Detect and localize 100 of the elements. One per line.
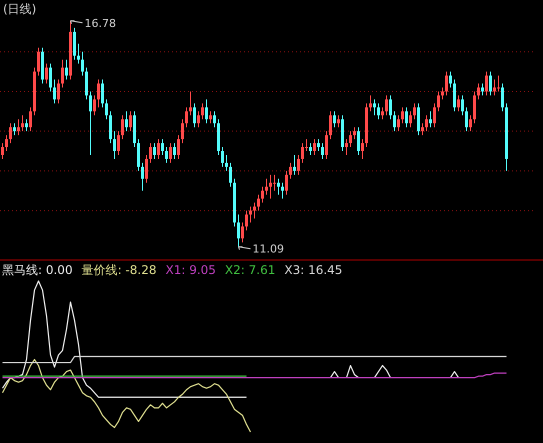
candlestick (437, 90, 440, 112)
candlestick (453, 79, 456, 112)
candlestick (325, 130, 328, 160)
text: 量价线: -8.28 (82, 263, 156, 277)
candlestick (297, 154, 300, 176)
annotation: 11.09 (252, 242, 284, 256)
candlestick (149, 142, 152, 164)
chart-title: (日线) (3, 2, 36, 16)
candlestick (257, 194, 260, 212)
candlestick (181, 118, 184, 144)
candlestick (37, 47, 40, 76)
candlestick (117, 130, 120, 156)
candlestick (9, 122, 12, 144)
candlestick (125, 110, 128, 132)
candlestick (141, 162, 144, 192)
candlestick (65, 59, 68, 80)
candlestick (281, 182, 284, 200)
candlestick (157, 138, 160, 160)
candlestick (497, 75, 500, 92)
candlestick (77, 43, 80, 64)
candlestick (225, 154, 228, 172)
candlestick (465, 106, 468, 132)
candlestick (45, 63, 48, 84)
candlestick (361, 138, 364, 160)
candlestick (261, 186, 264, 204)
candlestick (165, 146, 168, 164)
candlestick (185, 106, 188, 128)
candlestick (29, 106, 32, 132)
candlestick (5, 134, 8, 152)
candlestick (61, 59, 64, 88)
candlestick (333, 110, 336, 128)
candlestick (421, 122, 424, 136)
candlestick (313, 138, 316, 156)
candlestick (169, 142, 172, 164)
candlestick (245, 210, 248, 231)
candlestick (241, 222, 244, 243)
candlestick (353, 126, 356, 140)
candlestick (493, 79, 496, 96)
candlestick (205, 98, 208, 124)
candlestick (301, 142, 304, 164)
candlestick (285, 170, 288, 196)
text: X2: 7.61 (224, 263, 276, 277)
annotation: 16.78 (84, 16, 116, 30)
candlestick (213, 110, 216, 128)
candlestick (17, 118, 20, 136)
candlestick (489, 71, 492, 96)
candlestick (53, 79, 56, 104)
candlestick (97, 79, 100, 108)
candlestick (449, 71, 452, 88)
candlestick (177, 134, 180, 160)
candlestick (373, 98, 376, 116)
candlestick (445, 71, 448, 96)
candlestick (137, 138, 140, 172)
candlestick (197, 110, 200, 128)
candlestick (501, 83, 504, 112)
series-label: 黑马线: 0.00 (2, 263, 73, 277)
candlestick (329, 110, 332, 140)
candlestick (385, 94, 388, 116)
candlestick (85, 67, 88, 100)
candlestick (389, 94, 392, 120)
candlestick (253, 202, 256, 220)
text: X1: 9.05 (165, 263, 216, 277)
candlestick (457, 94, 460, 112)
candlestick (89, 90, 92, 156)
candlestick (349, 130, 352, 148)
candlestick (397, 114, 400, 132)
candlestick (73, 27, 76, 60)
candlestick (461, 94, 464, 116)
candlestick (405, 106, 408, 128)
candlestick (441, 86, 444, 100)
candlestick (273, 174, 276, 192)
candlestick (393, 110, 396, 132)
candlestick (237, 214, 240, 248)
candlestick (289, 162, 292, 180)
candlestick (229, 162, 232, 188)
candlestick (357, 126, 360, 156)
candlestick (193, 102, 196, 128)
candlestick (417, 102, 420, 136)
candlestick (25, 118, 28, 132)
candlestick (429, 110, 432, 128)
candlestick (345, 138, 348, 156)
candlestick (477, 83, 480, 100)
candlestick (321, 142, 324, 160)
candlestick (409, 110, 412, 128)
candlestick (317, 138, 320, 152)
candlestick (129, 110, 132, 132)
candlestick (377, 102, 380, 120)
candlestick (249, 206, 252, 223)
candlestick (293, 154, 296, 176)
candlestick (49, 63, 52, 92)
candlestick (81, 51, 84, 76)
candlestick (401, 106, 404, 124)
candlestick (21, 114, 24, 132)
candlestick (105, 98, 108, 120)
text: X3: 16.45 (284, 263, 342, 277)
candlestick (265, 178, 268, 196)
candlestick (173, 142, 176, 160)
candlestick (221, 146, 224, 168)
candlestick (381, 106, 384, 120)
candlestick (101, 79, 104, 108)
